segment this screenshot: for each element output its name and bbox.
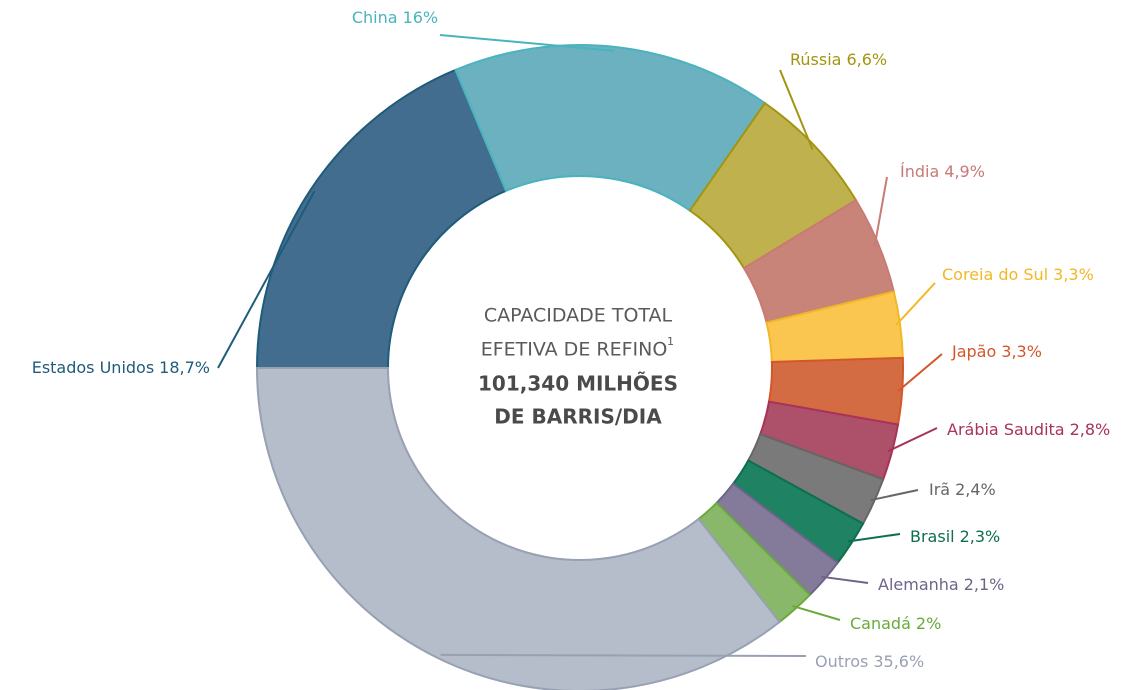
value-label: 35,6% xyxy=(873,652,924,671)
leader-line xyxy=(887,427,938,453)
slices xyxy=(255,44,904,690)
slice-label: Irã 2,4% xyxy=(929,480,996,499)
center-value: 101,340 MILHÕES xyxy=(478,372,678,396)
slice-label: Arábia Saudita 2,8% xyxy=(947,420,1110,439)
leader-line xyxy=(895,282,936,326)
center-line: EFETIVA DE REFINO xyxy=(481,339,668,361)
value-label: 2,1% xyxy=(964,575,1005,594)
slice xyxy=(454,44,767,212)
slice-label: Rússia 6,6% xyxy=(790,50,887,69)
slice xyxy=(255,68,508,369)
leader-line xyxy=(440,653,807,657)
leader-line xyxy=(821,575,869,584)
category-name: Outros xyxy=(815,652,868,671)
leader-line xyxy=(897,353,943,392)
leader-line xyxy=(217,190,316,369)
slice-label: Coreia do Sul 3,3% xyxy=(942,265,1094,284)
category-name: Arábia Saudita xyxy=(947,420,1065,439)
value-label: 4,9% xyxy=(944,162,985,181)
value-label: 2,8% xyxy=(1070,420,1111,439)
leader-line xyxy=(779,69,814,151)
center-value: DE BARRIS/DIA xyxy=(494,405,662,429)
leader-line xyxy=(873,176,888,247)
category-name: Coreia do Sul xyxy=(942,265,1048,284)
category-name: Índia xyxy=(900,162,939,181)
leader-line xyxy=(870,489,919,502)
category-name: Alemanha xyxy=(878,575,959,594)
value-label: 2,3% xyxy=(960,527,1001,546)
slice-label: Brasil 2,3% xyxy=(910,527,1000,546)
slice-label: Outros 35,6% xyxy=(815,652,924,671)
center-line: CAPACIDADE TOTAL xyxy=(484,305,673,327)
slice-label: China 16% xyxy=(352,8,438,27)
value-label: 2% xyxy=(916,614,941,633)
value-label: 6,6% xyxy=(846,50,887,69)
category-name: Japão xyxy=(951,342,996,361)
slice-label: Estados Unidos 18,7% xyxy=(32,358,210,377)
category-name: China xyxy=(352,8,398,27)
value-label: 2,4% xyxy=(955,480,996,499)
category-name: Brasil xyxy=(910,527,955,546)
value-label: 3,3% xyxy=(1001,342,1042,361)
slice-label: Canadá 2% xyxy=(850,614,941,633)
category-name: Irã xyxy=(929,480,950,499)
footnote-mark: 1 xyxy=(667,335,674,348)
slice xyxy=(255,367,781,690)
slice-label: Alemanha 2,1% xyxy=(878,575,1004,594)
category-name: Estados Unidos xyxy=(32,358,154,377)
slice-label: Índia 4,9% xyxy=(900,162,985,181)
leader-line xyxy=(847,533,901,543)
value-label: 16% xyxy=(403,8,439,27)
category-name: Canadá xyxy=(850,614,911,633)
leader-line xyxy=(439,34,615,52)
category-name: Rússia xyxy=(790,50,841,69)
value-label: 18,7% xyxy=(159,358,210,377)
slice-label: Japão 3,3% xyxy=(951,342,1042,361)
value-label: 3,3% xyxy=(1053,265,1094,284)
leader-line xyxy=(792,604,841,621)
